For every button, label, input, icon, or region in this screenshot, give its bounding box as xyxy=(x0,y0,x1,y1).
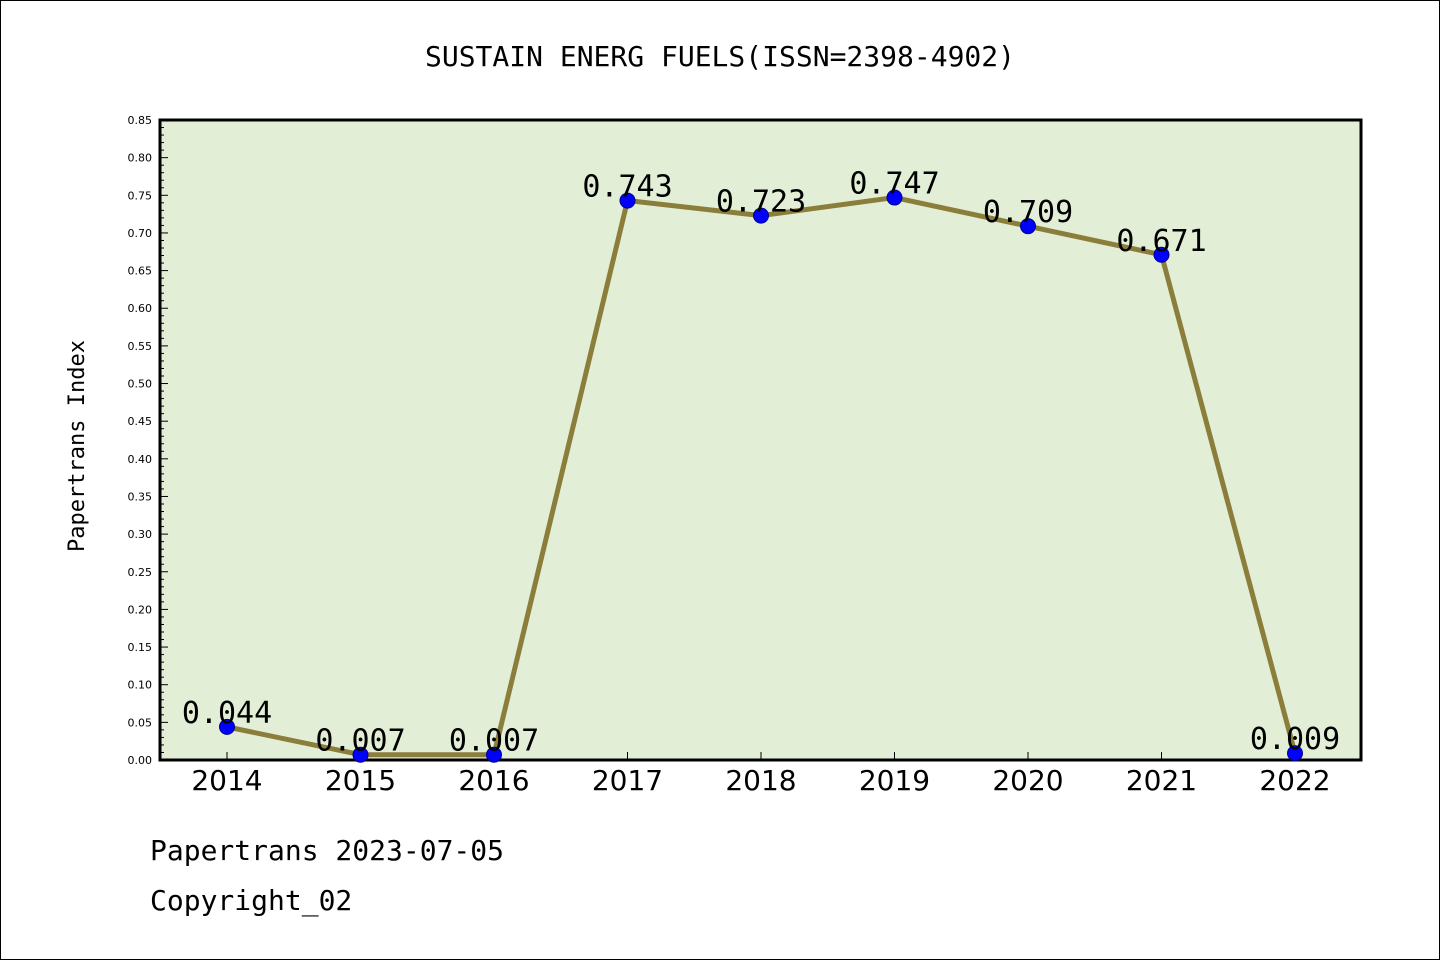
data-label: 0.723 xyxy=(716,185,806,220)
x-tick-label: 2018 xyxy=(725,764,796,797)
y-tick-label: 0.20 xyxy=(128,603,153,616)
data-point xyxy=(1020,218,1036,235)
y-tick-label: 0.15 xyxy=(128,641,153,654)
y-tick-label: 0.60 xyxy=(128,302,153,315)
data-label: 0.747 xyxy=(849,167,939,202)
data-label: 0.743 xyxy=(582,170,672,205)
plot-area xyxy=(158,118,1363,762)
data-label: 0.044 xyxy=(182,696,272,731)
y-tick-label: 0.65 xyxy=(128,265,153,278)
x-tick-label: 2019 xyxy=(859,764,930,797)
y-tick-label: 0.50 xyxy=(128,378,153,391)
y-tick-label: 0.00 xyxy=(128,754,153,767)
x-tick-label: 2017 xyxy=(592,764,663,797)
x-tick-label: 2015 xyxy=(325,764,396,797)
y-tick-label: 0.80 xyxy=(128,152,153,165)
y-tick-label: 0.85 xyxy=(128,114,153,127)
y-tick-label: 0.05 xyxy=(128,716,153,729)
data-point xyxy=(1287,745,1303,762)
data-point xyxy=(352,746,369,763)
y-tick-label: 0.10 xyxy=(128,679,153,692)
y-tick-label: 0.40 xyxy=(128,453,153,466)
y-tick-label: 0.45 xyxy=(128,415,153,428)
data-point xyxy=(753,207,769,224)
data-point xyxy=(886,189,903,206)
data-label: 0.007 xyxy=(315,724,405,759)
data-label: 0.709 xyxy=(983,195,1073,230)
data-label: 0.009 xyxy=(1250,722,1340,757)
data-label: 0.007 xyxy=(449,724,539,759)
y-axis: 0.00 0.05 0.10 0.15 0.20 0.25 0.30 0.35 0.40 0.45… xyxy=(128,114,168,767)
y-tick-label: 0.25 xyxy=(128,566,153,579)
series-line-group xyxy=(219,189,1303,763)
footer-copyright: Copyright_02 xyxy=(150,884,353,917)
y-axis-label: Papertrans Index xyxy=(65,340,90,552)
x-tick-label: 2016 xyxy=(458,764,529,797)
x-tick-label: 2020 xyxy=(992,764,1063,797)
x-axis: 2014 2015 2016 2017 2018 2019 2020 2021 2022 xyxy=(191,752,1331,797)
data-point xyxy=(486,746,502,763)
y-tick-label: 0.75 xyxy=(128,189,153,202)
data-point xyxy=(1153,246,1170,263)
y-tick-label: 0.30 xyxy=(128,528,153,541)
chart-title: SUSTAIN ENERG FUELS(ISSN=2398-4902) xyxy=(425,40,1015,73)
x-tick-label: 2022 xyxy=(1259,764,1330,797)
data-labels: 0.044 0.007 0.007 0.743 0.723 0.747 0.709 0.671… xyxy=(182,167,1340,759)
y-tick-label: 0.70 xyxy=(128,227,153,240)
footer-date: Papertrans 2023-07-05 xyxy=(150,834,505,867)
y-tick-label: 0.35 xyxy=(128,490,153,503)
x-tick-label: 2014 xyxy=(191,764,262,797)
y-tick-label: 0.55 xyxy=(128,340,153,353)
data-point xyxy=(619,192,636,209)
data-point xyxy=(219,718,235,735)
x-tick-label: 2021 xyxy=(1126,764,1197,797)
data-label: 0.671 xyxy=(1116,224,1206,259)
